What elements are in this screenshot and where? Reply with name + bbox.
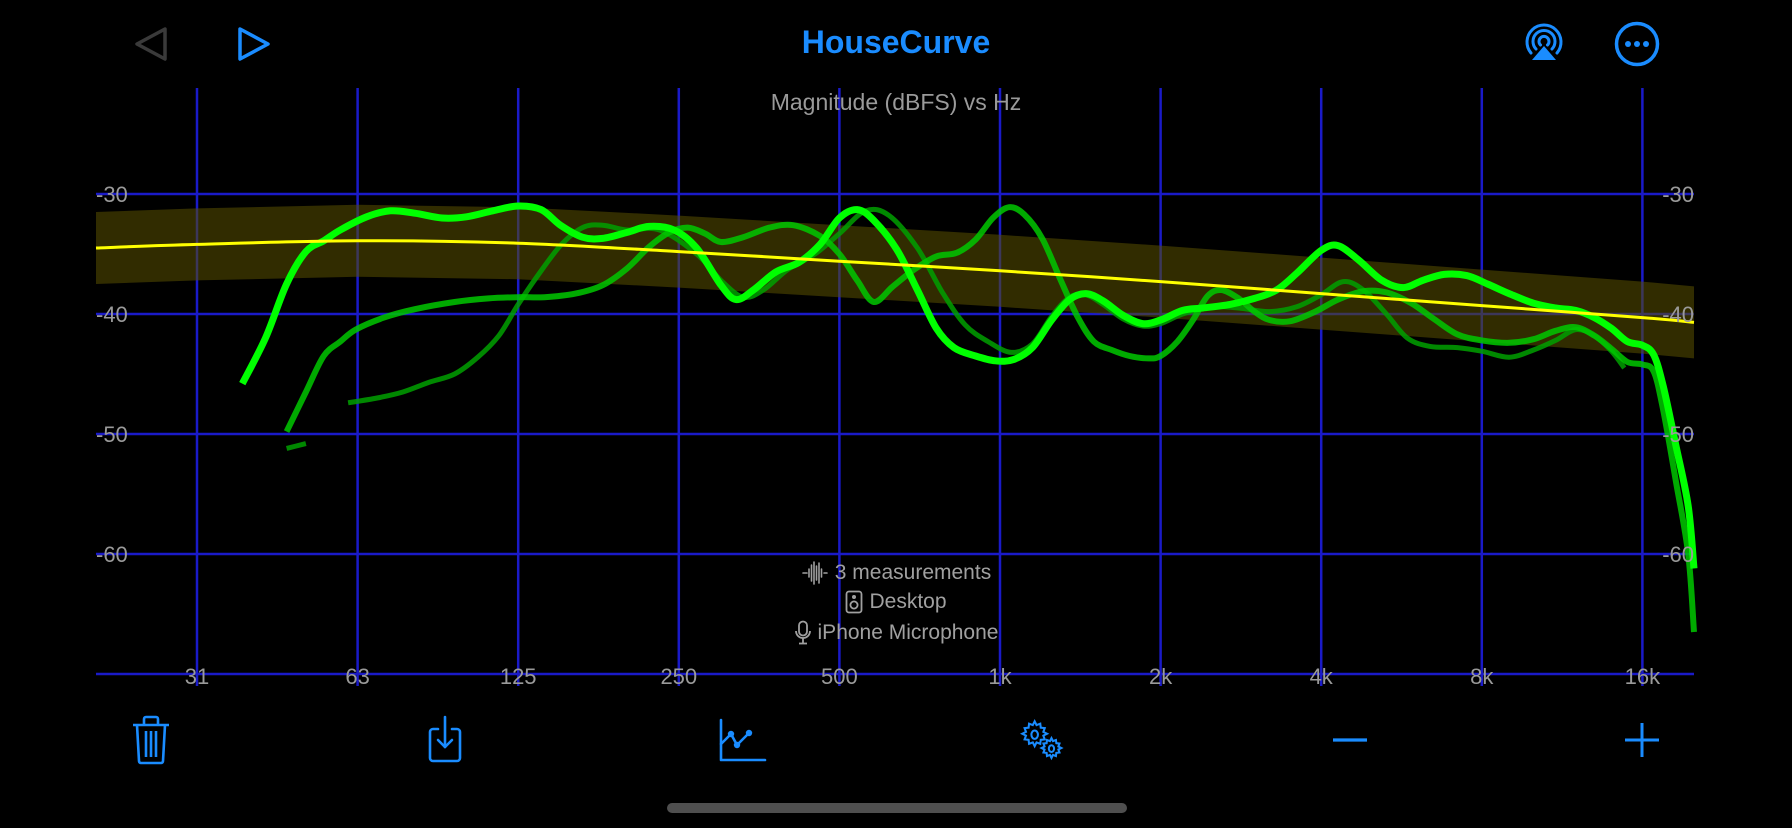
- y-tick-label: -50: [96, 422, 128, 447]
- y-tick-label: -40: [96, 302, 128, 327]
- x-tick-label: 250: [660, 664, 697, 689]
- export-button[interactable]: [417, 712, 473, 768]
- x-tick-label: 1k: [988, 664, 1012, 689]
- y-tick-label: -50: [1662, 422, 1694, 447]
- chart-title: Magnitude (dBFS) vs Hz: [771, 89, 1022, 115]
- measurements-info: 3 measurements: [0, 560, 1792, 586]
- measurement-curve: [283, 204, 1697, 633]
- microphone-info: iPhone Microphone: [0, 620, 1792, 646]
- chart-options-button[interactable]: [714, 712, 770, 768]
- x-tick-label: 500: [821, 664, 858, 689]
- app-title: HouseCurve: [801, 24, 991, 60]
- x-tick-label: 16k: [1625, 664, 1661, 689]
- measurements-count: 3 measurements: [834, 561, 992, 584]
- y-tick-label: -30: [1662, 182, 1694, 207]
- airplay-button[interactable]: [1520, 20, 1568, 68]
- speaker-info: Desktop: [0, 590, 1792, 614]
- x-tick-label: 2k: [1149, 664, 1173, 689]
- frequency-response-chart[interactable]: 31 63 125 250 500 1k 2k 4k 8k 16k -30 -30 -40 -40 -50 -…: [0, 0, 1792, 700]
- ellipsis-circle-icon: [1614, 21, 1660, 67]
- measurement-curve: [285, 441, 307, 451]
- x-tick-label: 63: [345, 664, 369, 689]
- minus-icon: [1333, 738, 1367, 742]
- microphone-icon: [794, 620, 811, 645]
- home-indicator[interactable]: [667, 803, 1127, 813]
- gears-icon: [1019, 719, 1064, 761]
- chart-grid: [96, 88, 1694, 686]
- target-curve: [95, 239, 1695, 324]
- delete-button[interactable]: [123, 712, 179, 768]
- trash-icon: [133, 715, 169, 765]
- measurement-curves: [239, 202, 1698, 633]
- forward-button[interactable]: [230, 20, 278, 68]
- x-tick-label: 8k: [1470, 664, 1494, 689]
- zoom-in-button[interactable]: [1614, 712, 1670, 768]
- y-tick-label: -60: [96, 542, 128, 567]
- triangle-right-icon: [238, 27, 270, 61]
- speaker-name: Desktop: [869, 590, 947, 613]
- y-tick-label: -30: [96, 182, 128, 207]
- more-button[interactable]: [1613, 20, 1661, 68]
- microphone-name: iPhone Microphone: [817, 621, 999, 644]
- line-chart-icon: [719, 718, 767, 762]
- zoom-out-button[interactable]: [1322, 712, 1378, 768]
- triangle-left-icon: [135, 27, 167, 61]
- download-box-icon: [428, 715, 462, 763]
- waveform-icon: [801, 561, 828, 585]
- settings-button[interactable]: [1016, 712, 1072, 768]
- measurement-curve: [347, 206, 1627, 406]
- y-tick-label: -60: [1662, 542, 1694, 567]
- back-button[interactable]: [127, 20, 175, 68]
- airplay-audio-icon: [1525, 23, 1563, 60]
- x-tick-label: 4k: [1310, 664, 1334, 689]
- speaker-icon: [846, 590, 863, 614]
- x-tick-label: 31: [185, 664, 209, 689]
- axis-labels: 31 63 125 250 500 1k 2k 4k 8k 16k -30 -30 -40 -40 -50 -…: [96, 182, 1694, 689]
- measurement-curve: [239, 202, 1698, 569]
- x-tick-label: 125: [500, 664, 537, 689]
- plus-icon: [1625, 723, 1659, 757]
- y-tick-label: -40: [1662, 302, 1694, 327]
